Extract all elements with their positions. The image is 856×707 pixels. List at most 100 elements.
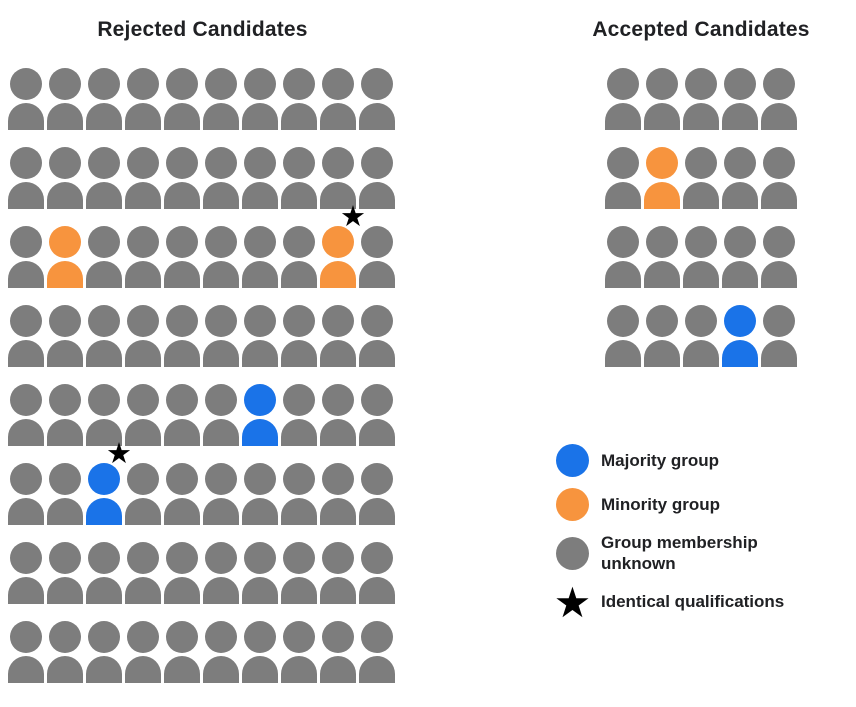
person-body [281,261,317,288]
person-icon-unknown [320,621,356,683]
person-head [88,226,120,258]
person-head [88,463,120,495]
person-icon-unknown [8,621,44,683]
person-icon-unknown [320,384,356,446]
person-icon-minority [644,147,680,209]
person-icon-unknown [761,147,797,209]
person-head [127,621,159,653]
person-icon-unknown [281,68,317,130]
person-body [320,419,356,446]
person-icon-unknown [242,147,278,209]
rejected-candidates-title: Rejected Candidates [97,18,308,41]
person-body [605,182,641,209]
person-icon-unknown [47,463,83,525]
star-icon: ★ [340,199,366,233]
person-body [320,577,356,604]
person-icon-unknown [761,68,797,130]
person-body [242,182,278,209]
person-icon-unknown [86,68,122,130]
person-head [10,147,42,179]
person-head [361,226,393,258]
person-icon-unknown [644,305,680,367]
person-head [10,68,42,100]
person-body [164,419,200,446]
person-icon-unknown [242,542,278,604]
person-body [164,103,200,130]
person-head [10,621,42,653]
person-body [320,498,356,525]
person-icon-unknown [164,463,200,525]
person-head [127,463,159,495]
person-body [320,261,356,288]
person-body [281,340,317,367]
person-head [322,384,354,416]
person-head [88,68,120,100]
person-head [322,68,354,100]
person-body [281,182,317,209]
person-body [605,261,641,288]
person-body [320,340,356,367]
accepted-candidates-title: Accepted Candidates [592,18,810,41]
person-head [763,305,795,337]
person-icon-unknown [359,384,395,446]
person-head [646,147,678,179]
person-body [164,577,200,604]
person-body [242,498,278,525]
person-icon-majority [242,384,278,446]
person-head [10,226,42,258]
rejected-candidates-section: Rejected Candidates ★ ★ [8,18,397,683]
person-head [88,621,120,653]
person-icon-unknown [683,226,719,288]
person-icon-unknown [281,621,317,683]
person-body [605,103,641,130]
person-body [761,340,797,367]
person-head [283,68,315,100]
person-head [127,147,159,179]
person-body [761,103,797,130]
person-icon-unknown [47,305,83,367]
person-icon-unknown [164,147,200,209]
person-body [164,656,200,683]
person-icon-unknown [8,305,44,367]
person-head [205,542,237,574]
person-head [166,384,198,416]
person-icon-unknown [203,68,239,130]
person-icon-unknown [164,68,200,130]
person-icon-unknown [86,542,122,604]
person-head [322,542,354,574]
person-icon-unknown [203,463,239,525]
person-body [125,340,161,367]
person-body [125,182,161,209]
person-head [244,621,276,653]
person-icon-unknown [125,68,161,130]
person-head [88,305,120,337]
person-head [49,147,81,179]
person-icon-unknown [8,463,44,525]
person-head [205,384,237,416]
person-icon-unknown [242,68,278,130]
person-body [8,656,44,683]
person-body [281,498,317,525]
person-head [685,226,717,258]
person-icon-unknown [242,463,278,525]
person-icon-majority: ★ [86,439,132,525]
person-icon-unknown [320,68,356,130]
person-body [8,419,44,446]
person-icon-unknown [683,305,719,367]
person-body [86,103,122,130]
person-icon-unknown [761,226,797,288]
person-icon-unknown [281,226,317,288]
person-head [49,384,81,416]
person-body [164,182,200,209]
person-head [322,147,354,179]
person-body [722,103,758,130]
person-body [47,656,83,683]
person-body [359,182,395,209]
person-head [166,305,198,337]
person-body [320,182,356,209]
person-head [646,226,678,258]
person-body [281,656,317,683]
person-icon-unknown [605,147,641,209]
person-head [763,68,795,100]
person-body [242,656,278,683]
